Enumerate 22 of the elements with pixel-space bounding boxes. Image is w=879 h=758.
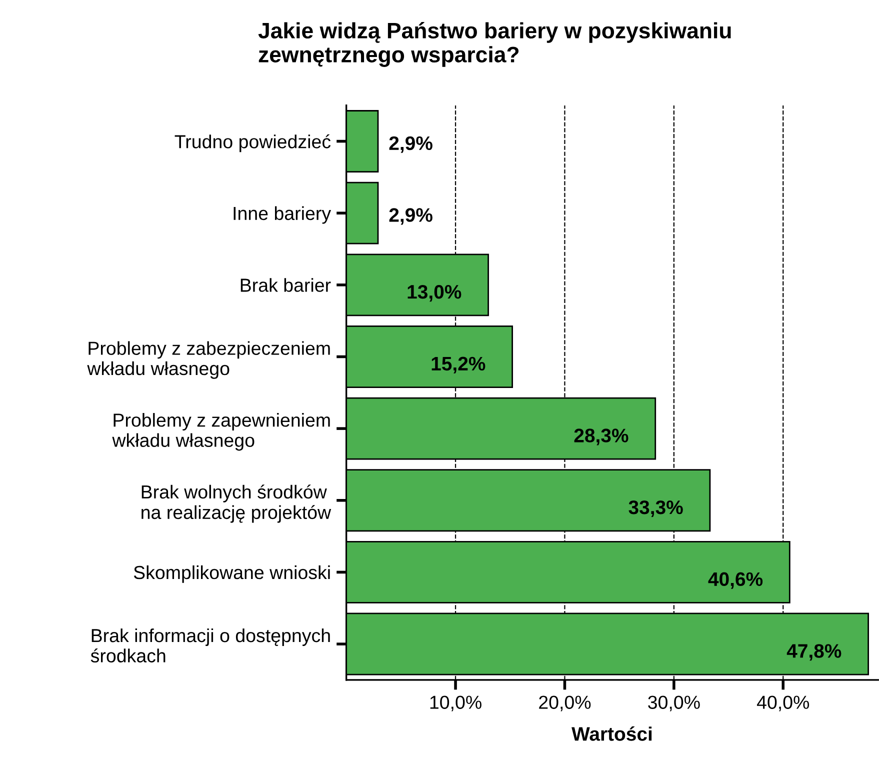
data-label: 47,8% bbox=[786, 644, 842, 661]
data-label: 13,0% bbox=[408, 284, 462, 302]
y-tick-label: Brak barier bbox=[240, 278, 331, 292]
y-tick-label: Brak wolnych środków na realizację projektów bbox=[142, 484, 332, 523]
chart-title: Jakie widzą Państwo bariery w pozyskiwaniu zewnętrznego wsparcia? bbox=[258, 22, 731, 67]
x-tick-label: 30,0% bbox=[648, 696, 700, 712]
y-tick-label: Skomplikowane wnioski bbox=[134, 565, 330, 583]
y-tick-label: Inne bariery bbox=[234, 206, 332, 224]
data-label: 33,3% bbox=[628, 500, 683, 518]
data-label: 2,9% bbox=[389, 208, 432, 225]
y-tick-label: Brak informacji o dostępnych środkach bbox=[90, 628, 330, 662]
x-tick-label: 40,0% bbox=[756, 696, 810, 712]
data-label: 40,6% bbox=[708, 572, 763, 589]
data-label: 15,2% bbox=[432, 356, 486, 374]
data-label: 28,3% bbox=[574, 428, 628, 446]
y-tick-label: Problemy z zabezpieczeniem wkładu własnego bbox=[87, 341, 330, 379]
y-tick-label: Trudno powiedzieć bbox=[174, 134, 331, 152]
data-label: 2,9% bbox=[389, 136, 432, 153]
y-tick-label: Problemy z zapewnieniem wkładu własnego bbox=[112, 413, 330, 451]
x-tick-label: 20,0% bbox=[539, 696, 591, 712]
x-axis-title: Wartości bbox=[572, 726, 652, 741]
x-tick-label: 10,0% bbox=[430, 696, 482, 712]
